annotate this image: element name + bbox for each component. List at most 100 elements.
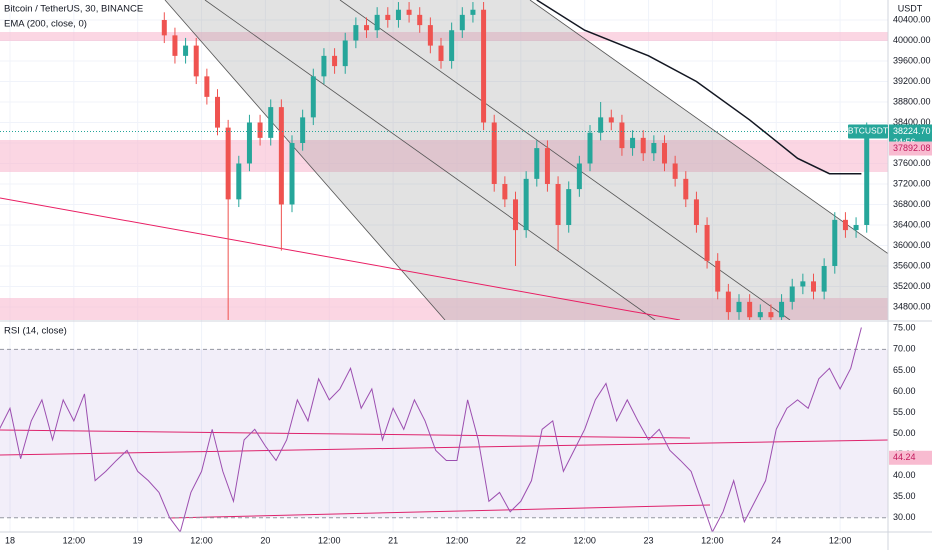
candle-body (321, 55, 327, 77)
candle-body (183, 45, 189, 56)
candle-body (225, 127, 231, 200)
y-tick-label: 35200.00 (893, 281, 931, 291)
candle-body (608, 117, 614, 123)
y-tick-label: 34800.00 (893, 301, 931, 311)
drawings (0, 0, 888, 320)
candle-body (651, 142, 657, 154)
zone (0, 140, 888, 172)
candle-body (715, 260, 721, 292)
candle-body (161, 19, 167, 36)
candle-body (204, 76, 210, 97)
y-tick-label: 40.00 (893, 470, 916, 480)
trend-line (169, 504, 711, 519)
y-tick-label: 38400.00 (893, 117, 931, 127)
candle-body (555, 183, 561, 225)
candle-body (683, 178, 689, 200)
candle-body (768, 312, 774, 318)
candle-body (736, 301, 742, 313)
y-tick-label: 36000.00 (893, 240, 931, 250)
candle-body (672, 163, 678, 179)
candle-body (502, 183, 508, 200)
ema-line (536, 0, 862, 175)
candle-body (236, 163, 242, 200)
candle-body (640, 137, 646, 154)
candle-body (257, 122, 263, 138)
candle-body (449, 30, 455, 61)
y-tick-label: 40400.00 (893, 14, 931, 24)
candle-body (534, 148, 540, 179)
x-tick-label: 21 (388, 535, 398, 545)
candle-body (470, 9, 476, 15)
candle-body (704, 224, 710, 261)
zone (0, 298, 888, 320)
y-tick-label: 37600.00 (893, 158, 931, 168)
y-tick-label: 39600.00 (893, 55, 931, 65)
candle-body (193, 45, 199, 77)
price-pane (161, 0, 870, 320)
x-tick-label: 12:00 (190, 535, 213, 545)
trend-line (0, 197, 681, 320)
candle-body (310, 76, 316, 118)
rsi-band (0, 349, 888, 518)
candle-body (246, 122, 252, 164)
rsi-line (0, 327, 862, 532)
candle-body (576, 163, 582, 190)
channel-line (339, 0, 791, 320)
symbol-title: Bitcoin / TetherUS, 30, BINANCE (4, 4, 143, 15)
candle-body (374, 14, 380, 31)
marker-tag (889, 450, 932, 465)
candle-body (513, 199, 519, 231)
candle-body (395, 9, 401, 20)
y-tick-label: 70.00 (893, 344, 916, 354)
x-tick-label: 12:00 (573, 535, 596, 545)
candle-body (544, 148, 550, 184)
y-tick-label: 55.00 (893, 407, 916, 417)
candle-body (619, 122, 625, 149)
candle-body (406, 9, 412, 15)
x-tick-label: 12:00 (829, 535, 852, 545)
x-tick-label: 12:00 (446, 535, 469, 545)
candle-body (566, 189, 572, 225)
candle-body (459, 14, 465, 31)
candle-body (853, 224, 859, 231)
level-tag (889, 141, 932, 156)
candle-body (427, 25, 433, 46)
candle-body (417, 14, 423, 26)
x-tick-label: 23 (644, 535, 654, 545)
candle-body (587, 132, 593, 164)
candle-body (789, 286, 795, 302)
x-tick-label: 18 (5, 535, 15, 545)
marker-text: 44.24 (893, 452, 916, 462)
candle-body (800, 281, 806, 287)
candle-body (289, 142, 295, 205)
candle-body (832, 219, 838, 266)
symbol-tag (848, 124, 888, 139)
x-tick-label: 19 (133, 535, 143, 545)
channel-line (529, 0, 888, 255)
candle-body (779, 301, 785, 318)
y-tick-label: 65.00 (893, 365, 916, 375)
last-price-text: 38224.70 (893, 126, 931, 136)
candle-body (172, 35, 178, 56)
currency: USDT (898, 3, 923, 13)
channel-line (204, 0, 656, 320)
candle-body (481, 9, 487, 123)
candle-body (438, 45, 444, 61)
candle-body (364, 25, 370, 31)
candle-body (662, 142, 668, 164)
indicator-label: EMA (200, close, 0) (4, 19, 87, 30)
y-tick-label: 75.00 (893, 323, 916, 333)
candle-body (491, 122, 497, 184)
candle-body (842, 219, 848, 231)
x-tick-label: 24 (771, 535, 781, 545)
symbol-tag-text: BTCUSDT (848, 126, 888, 136)
candle-body (821, 265, 827, 292)
y-tick-label: 30.00 (893, 512, 916, 522)
x-tick-label: 22 (516, 535, 526, 545)
y-tick-label: 50.00 (893, 428, 916, 438)
x-tick-label: 12:00 (701, 535, 724, 545)
candle-body (278, 107, 284, 205)
candle-body (864, 131, 870, 225)
y-tick-label: 38800.00 (893, 96, 931, 106)
